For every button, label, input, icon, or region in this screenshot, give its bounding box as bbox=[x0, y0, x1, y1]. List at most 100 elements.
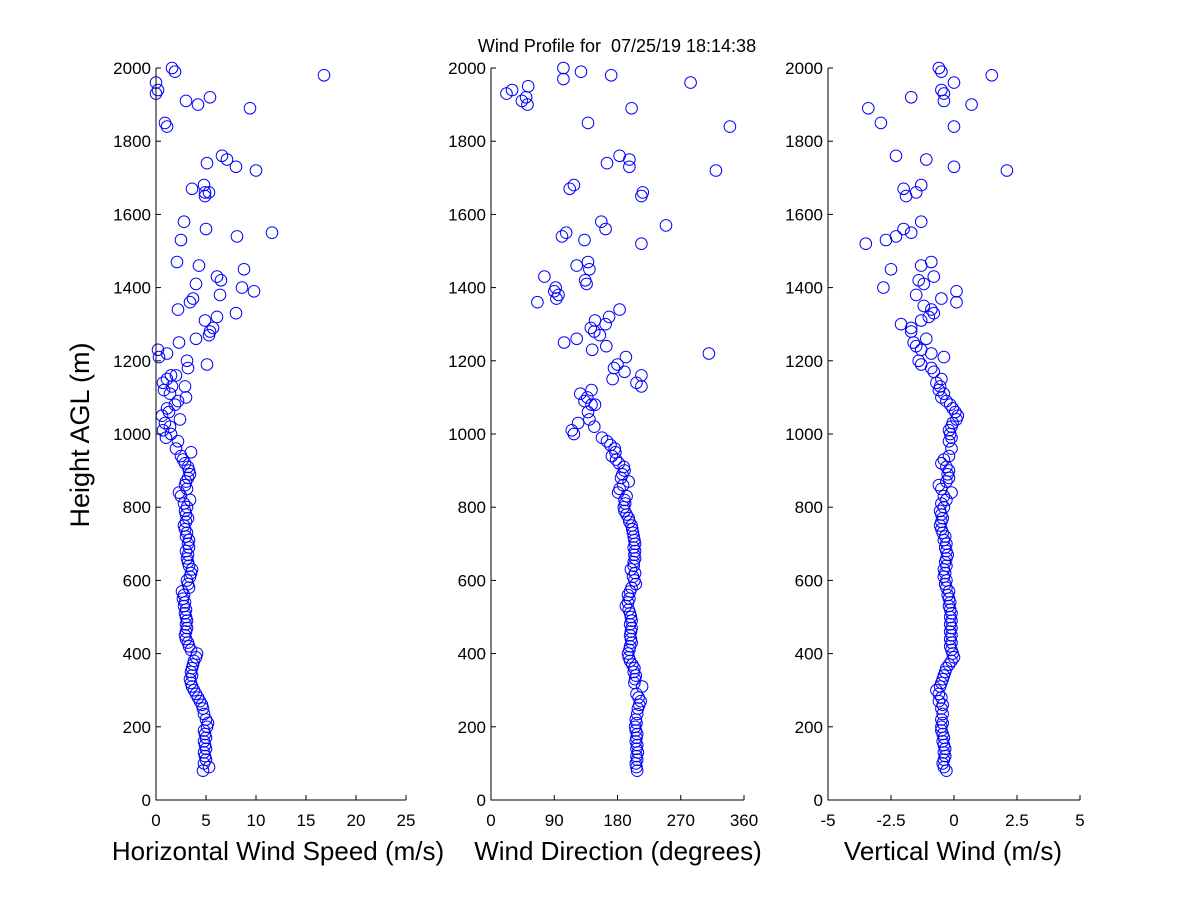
data-point bbox=[552, 288, 565, 302]
data-point bbox=[202, 186, 216, 199]
data-point bbox=[184, 643, 198, 657]
data-point bbox=[237, 263, 251, 276]
data-point bbox=[636, 186, 650, 199]
data-point bbox=[942, 464, 956, 477]
data-point bbox=[191, 98, 205, 111]
data-point bbox=[634, 694, 648, 708]
data-point bbox=[935, 292, 948, 305]
data-point bbox=[197, 707, 211, 721]
data-point bbox=[584, 321, 598, 335]
data-point bbox=[578, 233, 591, 247]
data-point bbox=[179, 515, 193, 529]
data-point bbox=[170, 255, 184, 269]
ticks-vertical-wind bbox=[827, 67, 1081, 801]
data-point bbox=[920, 153, 933, 166]
data-point bbox=[585, 398, 598, 412]
data-point bbox=[180, 526, 194, 540]
data-point bbox=[909, 339, 923, 353]
data-point bbox=[595, 431, 609, 445]
data-point bbox=[723, 120, 737, 133]
x-tick-label: 360 bbox=[730, 811, 758, 830]
data-point bbox=[198, 314, 212, 327]
y-tick-label: 1600 bbox=[448, 205, 486, 224]
data-point bbox=[197, 735, 211, 748]
data-point bbox=[181, 460, 195, 474]
data-point bbox=[628, 676, 641, 690]
data-point bbox=[505, 83, 519, 97]
data-point bbox=[625, 102, 638, 115]
x-tick-label: 5 bbox=[201, 811, 210, 830]
data-point bbox=[927, 365, 941, 379]
ticks-horizontal-speed bbox=[155, 67, 407, 801]
data-point bbox=[936, 707, 950, 721]
data-point bbox=[181, 361, 195, 375]
data-point bbox=[557, 336, 571, 349]
ticks-wind-direction bbox=[490, 67, 745, 801]
y-tick-label: 1800 bbox=[113, 132, 151, 151]
data-point bbox=[950, 285, 963, 298]
data-point bbox=[570, 332, 584, 346]
data-point bbox=[557, 72, 570, 86]
y-tick-label: 200 bbox=[795, 718, 823, 737]
x-tick-label: 270 bbox=[667, 811, 695, 830]
data-point bbox=[947, 160, 961, 174]
data-point bbox=[611, 358, 624, 371]
data-point bbox=[935, 457, 948, 470]
y-tick-label: 800 bbox=[123, 498, 151, 517]
data-point bbox=[935, 65, 948, 78]
data-point bbox=[622, 511, 636, 525]
data-point bbox=[191, 691, 205, 704]
data-point bbox=[583, 413, 596, 426]
panel-vertical-wind: 0 200 400 600 800 1000 1200 1400 1600 1800 2000 -5 -… bbox=[785, 59, 1085, 866]
panel-wind-direction: 0 200 400 600 800 1000 1200 1400 1600 1800 2000 0 90… bbox=[448, 59, 762, 866]
data-point bbox=[172, 336, 186, 349]
data-point bbox=[940, 537, 953, 551]
points-vertical-wind bbox=[859, 61, 1014, 778]
data-point bbox=[927, 306, 941, 320]
data-point bbox=[613, 303, 626, 316]
tick-labels-wind-direction: 0 200 400 600 800 1000 1200 1400 1600 1800 2000 0 90… bbox=[448, 59, 758, 830]
data-point bbox=[151, 343, 165, 357]
data-point bbox=[897, 182, 910, 196]
data-point bbox=[160, 372, 174, 386]
points-wind-direction bbox=[500, 61, 737, 778]
y-tick-label: 400 bbox=[123, 645, 151, 664]
data-point bbox=[235, 281, 249, 294]
data-point bbox=[213, 288, 227, 302]
data-point bbox=[945, 442, 958, 455]
data-point bbox=[877, 281, 890, 294]
x-tick-label: 15 bbox=[297, 811, 316, 830]
data-point bbox=[538, 270, 551, 283]
x-tick-label: -2.5 bbox=[876, 811, 905, 830]
data-point bbox=[602, 310, 616, 324]
data-point bbox=[595, 215, 608, 228]
data-point bbox=[214, 274, 228, 287]
data-point bbox=[947, 76, 961, 89]
data-point bbox=[942, 424, 956, 437]
y-tick-label: 600 bbox=[458, 571, 486, 590]
y-tick-label: 1800 bbox=[448, 132, 486, 151]
data-point bbox=[210, 310, 224, 324]
y-tick-label: 1600 bbox=[113, 205, 151, 224]
data-point bbox=[177, 215, 191, 228]
data-point bbox=[203, 325, 217, 338]
data-point bbox=[197, 746, 211, 759]
figure-title: Wind Profile for 07/25/19 18:14:38 bbox=[478, 36, 756, 56]
y-tick-label: 200 bbox=[458, 718, 486, 737]
data-point bbox=[195, 698, 209, 712]
data-point bbox=[173, 413, 187, 426]
data-point bbox=[160, 402, 174, 415]
data-point bbox=[201, 716, 215, 730]
data-point bbox=[156, 376, 170, 390]
y-tick-label: 1200 bbox=[448, 352, 486, 371]
data-point bbox=[942, 435, 956, 448]
data-point bbox=[609, 446, 622, 459]
data-point bbox=[935, 372, 948, 386]
data-point bbox=[158, 116, 172, 130]
data-point bbox=[627, 665, 641, 679]
data-point bbox=[937, 87, 951, 100]
data-point bbox=[190, 647, 204, 660]
data-point bbox=[198, 186, 212, 199]
points-horizontal-speed bbox=[149, 61, 331, 778]
